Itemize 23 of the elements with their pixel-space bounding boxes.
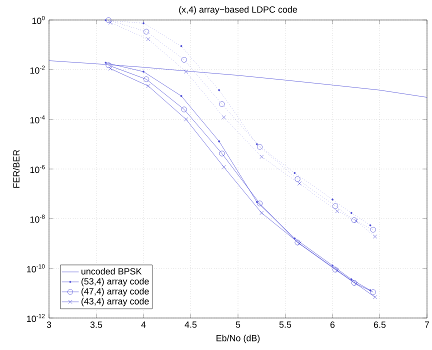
x-tick-label: 3.5 [90,322,102,328]
x-tick-label: 7 [424,322,430,328]
y-tick-label: 10$^{-4}$ [30,115,45,124]
y-tick-label: 10$^{-12}$ [27,314,45,322]
legend-label: uncoded BPSK [82,268,142,275]
y-tick-label: 10$^{-6}$ [30,164,45,174]
y-tick-label: 10$^{-10}$ [27,264,45,272]
x-tick-label: 4.5 [184,322,197,328]
x-axis-title: Eb/No (dB) [216,334,260,344]
chart-title: (x,4) array−based LDPC code [179,6,298,14]
legend-label: (47,4) array code [81,288,149,296]
x-tick-label: 5.5 [279,322,292,328]
x-tick-label: 5 [236,322,240,328]
legend-label: (53,4) array code [81,278,149,286]
x-tick-label: 6.5 [374,322,386,328]
x-tick-label: 6 [330,322,335,328]
y-tick-label: 10$^{-8}$ [30,214,45,223]
y-tick-label: 10$^{-2}$ [30,66,45,74]
legend-label: (43,4) array code [81,298,149,306]
y-axis-title: FER/BER [12,150,20,188]
x-tick-label: 3 [46,322,52,328]
x-tick-label: 4 [141,322,146,328]
y-tick-label: 10$^{0}$ [32,16,45,24]
